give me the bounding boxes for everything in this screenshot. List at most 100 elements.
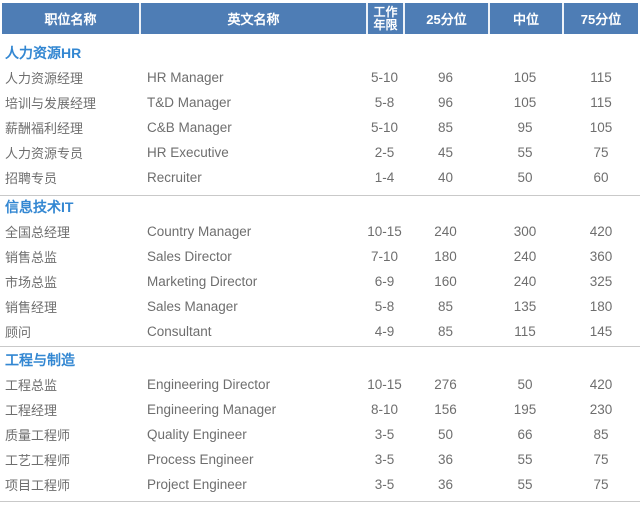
cell-median: 240	[513, 249, 537, 264]
salary-table: 职位名称 英文名称 工作 年限 25分位 中位 75分位 人力资源HR 人力资源经…	[0, 3, 640, 513]
table-row: 市场总监 Marketing Director 6-9 160 240 325	[0, 269, 640, 294]
cell-years: 3-5	[374, 477, 395, 492]
cell-position-en: HR Executive	[147, 145, 229, 160]
cell-position-cn: 薪酬福利经理	[5, 121, 84, 136]
cell-position-cn: 人力资源经理	[5, 71, 84, 86]
cell-position-cn: 人力资源专员	[5, 146, 84, 161]
section-title: 工程与制造	[5, 352, 75, 368]
table-section: 信息技术IT 全国总经理 Country Manager 10-15 240 300 420…	[0, 196, 640, 347]
cell-p25: 240	[434, 224, 457, 239]
column-header-position-en: 英文名称	[139, 3, 366, 34]
cell-p75: 85	[593, 427, 609, 442]
cell-position-en: Marketing Director	[147, 274, 258, 289]
table-row: 培训与发展经理 T&D Manager 5-8 96 105 115	[0, 90, 640, 115]
cell-p25: 156	[434, 402, 457, 417]
cell-p75: 75	[593, 145, 609, 160]
cell-p75: 420	[589, 377, 613, 392]
cell-p25: 85	[437, 120, 454, 135]
table-row: 销售经理 Sales Manager 5-8 85 135 180	[0, 294, 640, 319]
cell-years: 10-15	[367, 224, 402, 239]
cell-years: 5-10	[370, 120, 399, 135]
cell-p25: 96	[437, 70, 454, 85]
table-row: 人力资源经理 HR Manager 5-10 96 105 115	[0, 65, 640, 90]
table-row: 工艺工程师 Process Engineer 3-5 36 55 75	[0, 447, 640, 472]
cell-position-en: Project Engineer	[147, 477, 247, 492]
cell-position-en: Process Engineer	[147, 452, 254, 467]
cell-median: 240	[513, 274, 537, 289]
table-row: 项目工程师 Project Engineer 3-5 36 55 75	[0, 472, 640, 497]
cell-p75: 360	[589, 249, 613, 264]
cell-median: 135	[513, 299, 537, 314]
cell-median: 50	[517, 377, 533, 392]
cell-p75: 145	[589, 324, 613, 339]
cell-position-cn: 销售总监	[5, 250, 58, 265]
cell-p25: 36	[437, 477, 454, 492]
cell-p25: 45	[437, 145, 454, 160]
section-title: 信息技术IT	[5, 199, 74, 215]
cell-position-cn: 全国总经理	[5, 225, 71, 240]
cell-position-en: Consultant	[147, 324, 212, 339]
cell-p75: 75	[593, 477, 609, 492]
cell-years: 5-10	[370, 70, 399, 85]
cell-p75: 230	[589, 402, 613, 417]
column-header-p75: 75分位	[562, 3, 638, 34]
table-row: 招聘专员 Recruiter 1-4 40 50 60	[0, 165, 640, 190]
cell-median: 105	[513, 70, 537, 85]
cell-p75: 420	[589, 224, 613, 239]
cell-position-cn: 工程经理	[5, 403, 58, 418]
cell-p75: 105	[589, 120, 613, 135]
table-row: 工程总监 Engineering Director 10-15 276 50 420	[0, 372, 640, 397]
cell-p75: 60	[593, 170, 609, 185]
cell-years: 3-5	[374, 452, 395, 467]
cell-years: 6-9	[374, 274, 395, 289]
table-row: 销售总监 Sales Director 7-10 180 240 360	[0, 244, 640, 269]
column-header-position-cn: 职位名称	[44, 12, 97, 27]
cell-p25: 276	[434, 377, 457, 392]
cell-position-cn: 招聘专员	[5, 171, 58, 186]
cell-position-cn: 顾问	[5, 325, 32, 340]
section-title: 人力资源HR	[5, 45, 82, 61]
table-header-row: 职位名称 英文名称 工作 年限 25分位 中位 75分位	[2, 3, 638, 34]
cell-p25: 36	[437, 452, 454, 467]
cell-position-en: Sales Manager	[147, 299, 238, 314]
cell-p75: 115	[590, 70, 612, 85]
cell-years: 4-9	[374, 324, 395, 339]
cell-p25: 85	[437, 299, 454, 314]
cell-median: 105	[513, 95, 537, 110]
cell-position-en: Quality Engineer	[147, 427, 247, 442]
cell-median: 50	[517, 170, 533, 185]
cell-p25: 40	[437, 170, 454, 185]
cell-median: 55	[517, 452, 533, 467]
cell-median: 195	[513, 402, 537, 417]
cell-median: 115	[514, 324, 536, 339]
cell-years: 5-8	[374, 95, 395, 110]
table-row: 薪酬福利经理 C&B Manager 5-10 85 95 105	[0, 115, 640, 140]
table-row: 质量工程师 Quality Engineer 3-5 50 66 85	[0, 422, 640, 447]
cell-p75: 115	[590, 95, 612, 110]
table-section: 工程与制造 工程总监 Engineering Director 10-15 276 50 4…	[0, 347, 640, 502]
cell-position-cn: 工艺工程师	[5, 453, 71, 468]
cell-p25: 85	[437, 324, 454, 339]
column-header-median: 中位	[488, 3, 562, 34]
cell-years: 5-8	[374, 299, 395, 314]
cell-years: 3-5	[374, 427, 395, 442]
table-body: 人力资源HR 人力资源经理 HR Manager 5-10 96 105 115 培训与发展经…	[0, 34, 640, 502]
cell-p25: 180	[434, 249, 457, 264]
cell-position-en: Engineering Director	[147, 377, 271, 392]
cell-p25: 50	[437, 427, 454, 442]
cell-p75: 325	[589, 274, 613, 289]
column-header-p25: 25分位	[403, 3, 488, 34]
cell-position-cn: 质量工程师	[5, 428, 71, 443]
column-header-years: 工作 年限	[366, 3, 403, 34]
cell-years: 10-15	[367, 377, 402, 392]
cell-position-en: Sales Director	[147, 249, 232, 264]
table-row: 人力资源专员 HR Executive 2-5 45 55 75	[0, 140, 640, 165]
cell-position-en: Recruiter	[147, 170, 202, 185]
table-row: 顾问 Consultant 4-9 85 115 145	[0, 319, 640, 344]
cell-median: 55	[517, 145, 533, 160]
cell-position-en: Country Manager	[147, 224, 252, 239]
cell-median: 300	[513, 224, 537, 239]
cell-years: 8-10	[370, 402, 399, 417]
cell-p75: 75	[593, 452, 609, 467]
cell-position-en: C&B Manager	[147, 120, 232, 135]
